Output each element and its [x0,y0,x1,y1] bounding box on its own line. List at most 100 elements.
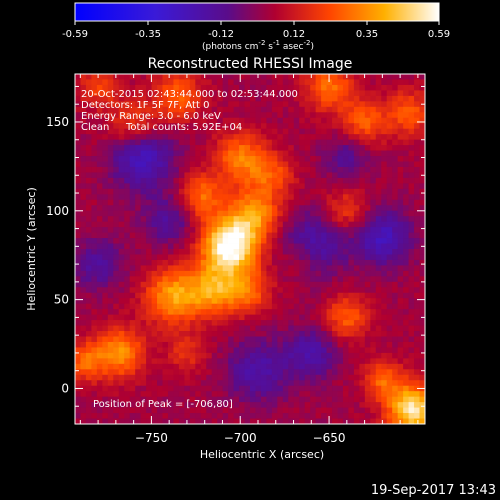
heatmap-cell [348,101,355,108]
heatmap-cell [348,243,355,250]
heatmap-cell [85,139,92,146]
heatmap-cell [80,112,87,119]
heatmap-cell [288,79,295,86]
heatmap-cell [189,385,196,392]
heatmap-cell [107,418,114,425]
heatmap-cell [353,117,360,124]
heatmap-cell [162,95,169,102]
heatmap-cell [364,183,371,190]
heatmap-cell [135,123,142,130]
heatmap-cell [167,205,174,212]
heatmap-cell [146,265,152,272]
heatmap-cell [206,161,213,168]
heatmap-cell [359,232,366,239]
heatmap-cell [386,134,393,141]
heatmap-cell [419,358,426,365]
heatmap-cell [75,227,81,233]
heatmap-cell [157,259,163,266]
heatmap-cell [206,134,213,141]
heatmap-cell [277,276,284,283]
heatmap-cell [135,292,142,299]
heatmap-cell [244,254,251,261]
heatmap-cell [364,216,371,223]
heatmap-cell [392,183,399,190]
heatmap-cell [228,188,234,195]
heatmap-cell [364,265,371,272]
heatmap-cell [107,177,114,184]
heatmap-cell [282,188,289,195]
heatmap-cell [403,347,409,354]
heatmap-cell [414,287,420,294]
heatmap-cell [250,243,256,250]
heatmap-cell [255,134,262,141]
heatmap-cell [381,123,388,130]
heatmap-cell [102,314,109,321]
heatmap-cell [189,172,196,179]
heatmap-cell [195,150,202,157]
heatmap-cell [304,331,311,337]
heatmap-cell [195,199,202,206]
heatmap-cell [211,238,218,244]
heatmap-cell [255,303,262,310]
heatmap-cell [80,276,87,283]
heatmap-cell [173,380,180,387]
heatmap-cell [222,188,229,195]
heatmap-cell [178,150,185,157]
heatmap-cell [277,347,284,354]
heatmap-cell [348,205,355,212]
heatmap-cell [80,254,87,261]
heatmap-cell [129,90,136,97]
heatmap-cell [107,161,114,168]
heatmap-cell [173,358,180,365]
heatmap-cell [211,374,218,381]
heatmap-cell [85,101,92,108]
heatmap-cell [304,358,311,365]
heatmap-cell [217,194,224,201]
heatmap-cell [337,336,344,343]
heatmap-cell [255,281,262,288]
heatmap-cell [375,320,382,326]
heatmap-cell [239,281,245,288]
heatmap-cell [353,161,360,168]
heatmap-cell [348,194,355,201]
heatmap-cell [321,150,327,157]
heatmap-cell [397,112,404,119]
heatmap-cell [364,117,371,124]
heatmap-cell [299,172,306,179]
heatmap-cell [364,205,371,212]
heatmap-cell [124,221,131,228]
heatmap-cell [386,320,393,326]
heatmap-cell [342,309,349,316]
heatmap-cell [288,347,295,354]
heatmap-cell [342,183,349,190]
heatmap-cell [206,139,213,146]
heatmap-cell [397,232,404,239]
heatmap-cell [271,84,278,91]
heatmap-cell [397,156,404,162]
heatmap-cell [277,150,284,157]
heatmap-cell [228,396,234,403]
heatmap-cell [239,210,245,217]
heatmap-cell [315,161,322,168]
heatmap-cell [255,402,262,408]
heatmap-cell [348,74,355,80]
heatmap-cell [342,380,349,387]
heatmap-cell [151,309,158,316]
heatmap-cell [397,391,404,398]
heatmap-cell [195,352,202,359]
heatmap-cell [151,161,158,168]
heatmap-cell [386,374,393,381]
heatmap-cell [321,238,327,244]
heatmap-cell [321,172,327,179]
heatmap-cell [260,331,267,337]
heatmap-cell [375,336,382,343]
heatmap-cell [408,117,415,124]
heatmap-cell [178,325,185,332]
heatmap-cell [184,139,191,146]
heatmap-cell [162,281,169,288]
heatmap-cell [157,79,163,86]
heatmap-cell [96,259,103,266]
heatmap-cell [162,407,169,414]
heatmap-cell [91,402,98,408]
heatmap-cell [326,199,333,206]
